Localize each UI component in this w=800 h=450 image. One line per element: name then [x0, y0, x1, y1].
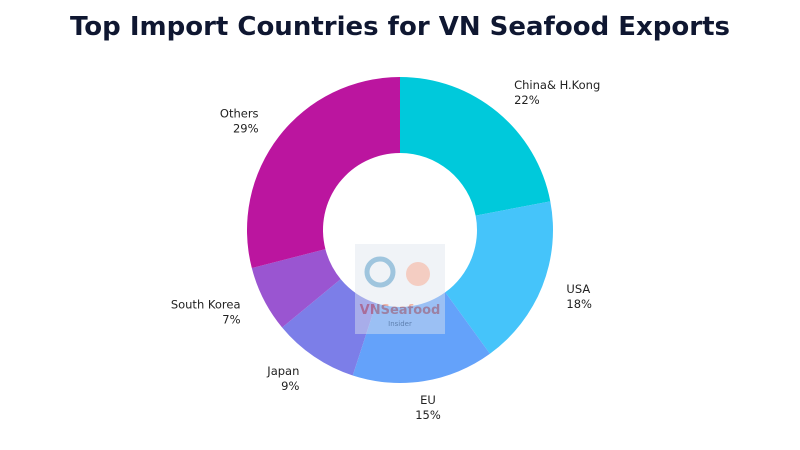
- slice-labels: China& H.Kong 22% USA 18% EU 15% Japan 9% South …: [171, 78, 600, 422]
- slice-label-south-korea: South Korea 7%: [171, 297, 241, 326]
- slice-china-h-kong: [400, 77, 551, 216]
- slice-japan: [282, 279, 377, 376]
- fish-icon: [364, 256, 396, 288]
- slice-eu: [352, 292, 490, 383]
- slice-label-others: Others 29%: [220, 106, 259, 135]
- donut-slices: [247, 77, 554, 383]
- slice-label-japan: Japan 9%: [266, 364, 299, 393]
- watermark-logo: VNSeafood Insider: [355, 244, 445, 334]
- slice-label-eu: EU 15%: [415, 393, 441, 422]
- shrimp-icon: [406, 262, 430, 286]
- slice-others: [247, 77, 400, 269]
- slice-usa: [445, 201, 554, 354]
- slice-label-china-h-kong: China& H.Kong 22%: [514, 78, 600, 107]
- chart-title: Top Import Countries for VN Seafood Expo…: [70, 12, 730, 42]
- watermark-brand: VNSeafood: [360, 303, 441, 318]
- watermark-tagline: Insider: [388, 320, 412, 328]
- slice-label-usa: USA 18%: [566, 282, 592, 311]
- slice-south-korea: [251, 249, 341, 328]
